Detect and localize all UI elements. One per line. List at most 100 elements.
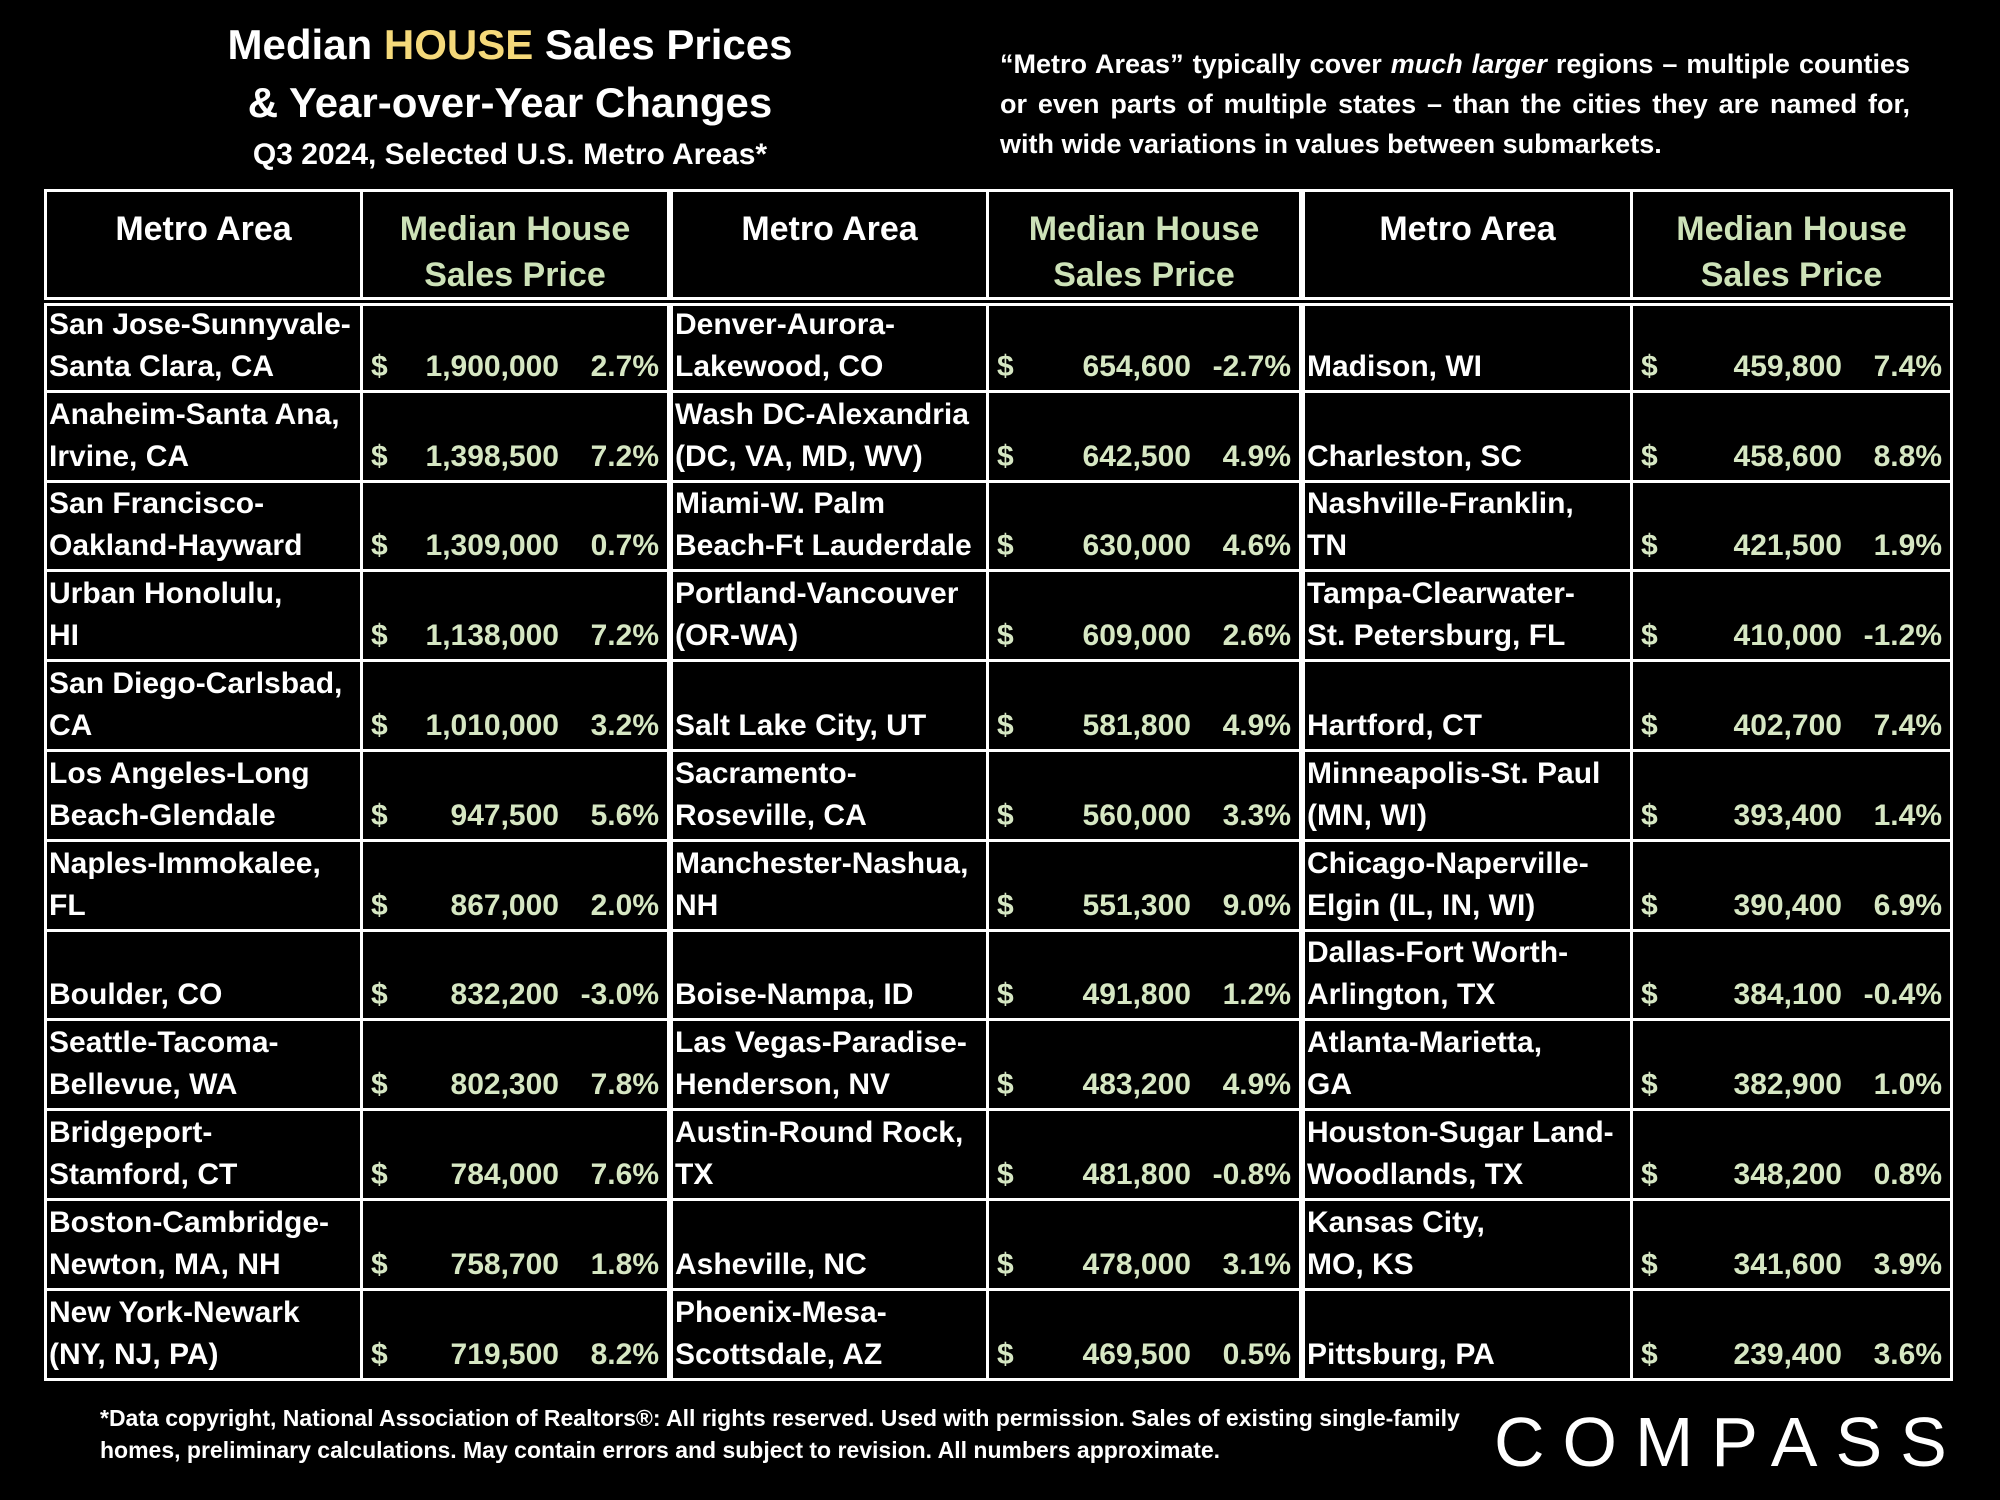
yoy-change: 3.9% — [1873, 1247, 1942, 1281]
price-amount: $609,000 — [997, 615, 1205, 657]
table-row: Charleston, SC $458,600 8.8% — [1302, 392, 1953, 483]
median-price-cell: $630,000 4.6% — [986, 482, 1299, 570]
price-value: 947,500 — [450, 798, 559, 832]
price-value: 630,000 — [1082, 529, 1191, 563]
title-line-2: & Year-over-Year Changes — [247, 79, 773, 126]
price-amount: $832,200 — [371, 974, 573, 1016]
yoy-change: 2.7% — [590, 349, 659, 383]
metro-area-name: Madison, WI — [1307, 349, 1482, 383]
currency-symbol: $ — [997, 1337, 1014, 1371]
median-price-cell: $459,800 7.4% — [1630, 306, 1950, 390]
metro-area-name: Urban Honolulu, HI — [49, 577, 283, 653]
table-rows: San Jose-Sunnyvale- Santa Clara, CA $1,90… — [44, 303, 670, 1381]
price-value: 867,000 — [450, 888, 559, 922]
table-header: Metro Area Median House Sales Price — [670, 189, 1302, 300]
yoy-change: 2.6% — [1222, 619, 1291, 653]
median-price-cell: $832,200 -3.0% — [360, 931, 667, 1019]
price-amount: $784,000 — [371, 1154, 573, 1196]
metro-area-name: New York-Newark (NY, NJ, PA) — [49, 1295, 300, 1371]
table-column-3: Metro Area Median House Sales Price Madi… — [1302, 189, 1953, 1382]
yoy-change: -3.0% — [580, 978, 659, 1012]
median-price-cell: $491,800 1.2% — [986, 931, 1299, 1019]
median-price-cell: $654,600 -2.7% — [986, 306, 1299, 390]
price-value: 609,000 — [1082, 619, 1191, 653]
yoy-change: 4.9% — [1222, 708, 1291, 742]
price-value: 1,309,000 — [425, 529, 559, 563]
yoy-change: 4.6% — [1222, 529, 1291, 563]
yoy-change: 3.6% — [1873, 1337, 1942, 1371]
currency-symbol: $ — [997, 978, 1014, 1012]
median-price-cell: $382,900 1.0% — [1630, 1021, 1950, 1109]
price-amount: $384,100 — [1641, 974, 1856, 1016]
metro-area-name: Salt Lake City, UT — [675, 708, 927, 742]
price-value: 410,000 — [1733, 619, 1842, 653]
median-price-cell: $609,000 2.6% — [986, 572, 1299, 660]
table-header: Metro Area Median House Sales Price — [44, 189, 670, 300]
table-row: Salt Lake City, UT $581,800 4.9% — [670, 662, 1302, 752]
price-value: 784,000 — [450, 1157, 559, 1191]
yoy-change: 3.3% — [1222, 798, 1291, 832]
table-row: Sacramento- Roseville, CA $560,000 3.3% — [670, 751, 1302, 842]
price-value: 1,010,000 — [425, 708, 559, 742]
metro-area-name: Las Vegas-Paradise- Henderson, NV — [675, 1026, 967, 1102]
currency-symbol: $ — [997, 1068, 1014, 1102]
yoy-change: 1.4% — [1873, 798, 1942, 832]
median-price-cell: $560,000 3.3% — [986, 751, 1299, 839]
currency-symbol: $ — [371, 888, 388, 922]
yoy-change: -1.2% — [1863, 619, 1942, 653]
currency-symbol: $ — [371, 708, 388, 742]
table-row: Bridgeport- Stamford, CT $784,000 7.6% — [44, 1111, 670, 1201]
median-price-cell: $1,010,000 3.2% — [360, 662, 667, 749]
currency-symbol: $ — [1641, 529, 1658, 563]
median-price-cell: $947,500 5.6% — [360, 751, 667, 839]
table-row: Tampa-Clearwater- St. Petersburg, FL $410… — [1302, 572, 1953, 663]
price-amount: $478,000 — [997, 1244, 1205, 1286]
yoy-change: 0.5% — [1222, 1337, 1291, 1371]
median-price-cell: $581,800 4.9% — [986, 662, 1299, 749]
currency-symbol: $ — [1641, 619, 1658, 653]
table-row: Las Vegas-Paradise- Henderson, NV $483,20… — [670, 1021, 1302, 1112]
price-amount: $1,309,000 — [371, 525, 573, 567]
table-row: Chicago-Naperville- Elgin (IL, IN, WI) $3… — [1302, 841, 1953, 932]
yoy-change: 1.0% — [1873, 1068, 1942, 1102]
metro-area-name: Tampa-Clearwater- St. Petersburg, FL — [1307, 577, 1575, 653]
price-amount: $390,400 — [1641, 885, 1856, 927]
yoy-change: 2.0% — [590, 888, 659, 922]
median-price-cell: $483,200 4.9% — [986, 1021, 1299, 1109]
metro-area-name: Nashville-Franklin, TN — [1307, 487, 1574, 563]
median-price-cell: $393,400 1.4% — [1630, 751, 1950, 839]
price-amount: $867,000 — [371, 885, 573, 927]
median-price-cell: $867,000 2.0% — [360, 841, 667, 929]
table-row: Atlanta-Marietta, GA $382,900 1.0% — [1302, 1021, 1953, 1112]
yoy-change: 0.7% — [590, 529, 659, 563]
median-price-cell: $410,000 -1.2% — [1630, 572, 1950, 660]
metro-area-name: Denver-Aurora- Lakewood, CO — [675, 307, 896, 383]
median-price-cell: $421,500 1.9% — [1630, 482, 1950, 570]
table-row: Minneapolis-St. Paul (MN, WI) $393,400 1.4… — [1302, 751, 1953, 842]
metro-area-name: San Diego-Carlsbad, CA — [49, 666, 343, 742]
median-price-cell: $802,300 7.8% — [360, 1021, 667, 1109]
currency-symbol: $ — [1641, 439, 1658, 473]
price-value: 481,800 — [1082, 1157, 1191, 1191]
currency-symbol: $ — [997, 529, 1014, 563]
metro-area-name: Boise-Nampa, ID — [675, 978, 914, 1012]
header-metro-area: Metro Area — [741, 210, 918, 248]
price-value: 469,500 — [1082, 1337, 1191, 1371]
table-row: Dallas-Fort Worth- Arlington, TX $384,100… — [1302, 931, 1953, 1022]
median-price-cell: $341,600 3.9% — [1630, 1200, 1950, 1288]
price-amount: $758,700 — [371, 1244, 573, 1286]
note-part-1: “Metro Areas” typically cover — [1000, 49, 1391, 79]
median-price-cell: $478,000 3.1% — [986, 1200, 1299, 1288]
currency-symbol: $ — [371, 529, 388, 563]
currency-symbol: $ — [1641, 888, 1658, 922]
table-row: Asheville, NC $478,000 3.1% — [670, 1200, 1302, 1291]
price-value: 382,900 — [1733, 1068, 1842, 1102]
metro-area-name: Boston-Cambridge- Newton, MA, NH — [49, 1205, 329, 1281]
metro-area-name: Phoenix-Mesa- Scottsdale, AZ — [675, 1295, 887, 1371]
metro-area-name: Boulder, CO — [49, 978, 223, 1012]
price-value: 348,200 — [1733, 1157, 1842, 1191]
currency-symbol: $ — [371, 978, 388, 1012]
table-row: Austin-Round Rock, TX $481,800 -0.8% — [670, 1111, 1302, 1201]
price-amount: $239,400 — [1641, 1334, 1856, 1376]
currency-symbol: $ — [997, 798, 1014, 832]
